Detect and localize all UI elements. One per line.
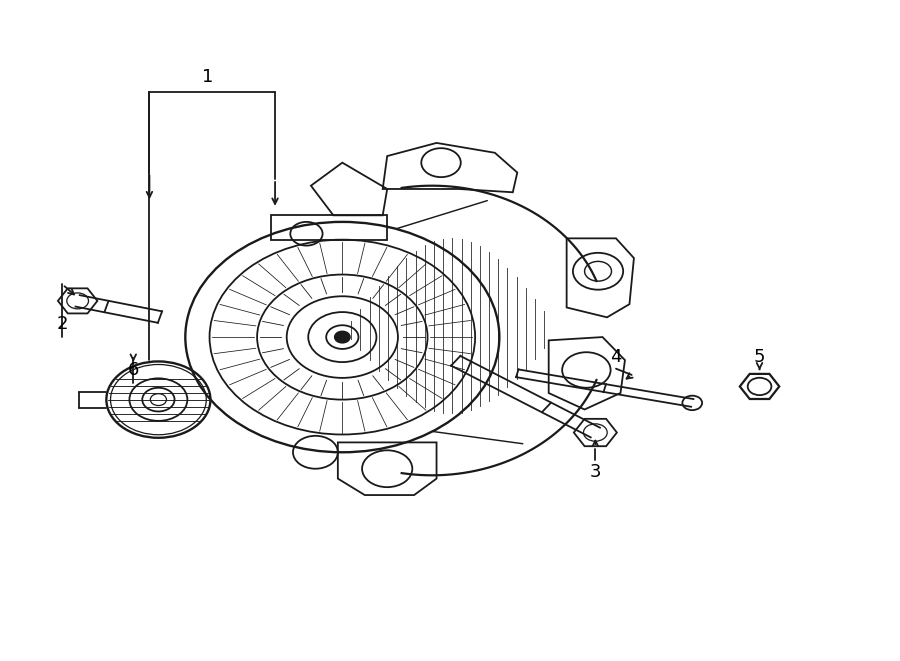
Text: 1: 1	[202, 68, 213, 86]
Text: 3: 3	[590, 463, 601, 481]
Circle shape	[335, 332, 349, 342]
Text: 5: 5	[754, 348, 765, 366]
Text: 2: 2	[57, 315, 68, 333]
Text: 6: 6	[128, 361, 139, 379]
Text: 4: 4	[610, 348, 622, 366]
